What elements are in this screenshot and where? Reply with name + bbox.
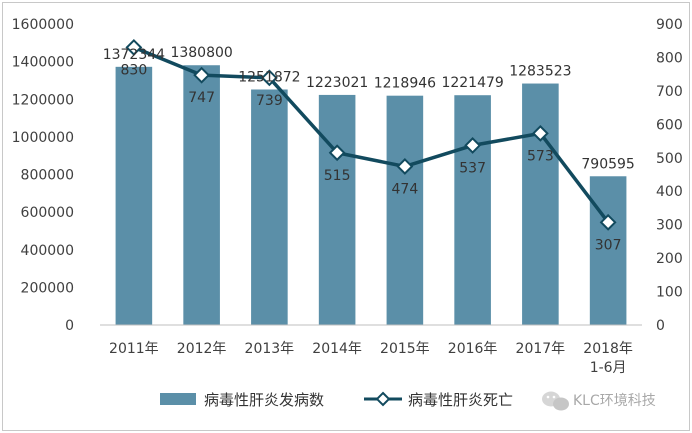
bar <box>522 83 559 326</box>
watermark: KLC环境科技 <box>542 391 656 411</box>
line-data-label: 573 <box>527 148 554 164</box>
left-tick-label: 1400000 <box>12 55 74 71</box>
right-tick-label: 300 <box>656 218 683 234</box>
right-tick-label: 900 <box>656 17 683 33</box>
watermark-text: KLC环境科技 <box>573 393 656 409</box>
bar-data-label: 1283523 <box>509 64 571 80</box>
bar-data-label: 1223021 <box>306 75 368 91</box>
line-series <box>125 38 617 231</box>
bar <box>454 95 491 326</box>
bar-data-label: 790595 <box>581 156 634 172</box>
right-axis-ticks: 0 100 200 300 400 500 600 700 800 900 <box>656 17 683 334</box>
legend-marker-diamond <box>375 391 391 407</box>
bar-data-label: 1221479 <box>441 75 503 91</box>
x-tick-label: 2012年 <box>177 341 227 357</box>
line-data-labels: 830 747 739 515 474 537 573 307 <box>121 62 622 253</box>
left-tick-label: 0 <box>65 318 74 334</box>
bar <box>589 176 627 325</box>
line-data-label: 474 <box>392 181 419 197</box>
bar-data-label: 1372344 <box>103 47 165 63</box>
bar-data-labels: 1372344 1380800 1251872 1223021 1218946 12214… <box>103 45 635 172</box>
line-point <box>193 66 211 84</box>
bar <box>183 65 220 325</box>
bar <box>318 94 356 325</box>
x-tick-label: 2016年 <box>448 341 498 357</box>
line-point <box>599 213 617 231</box>
left-tick-label: 1600000 <box>12 17 74 33</box>
bar <box>115 66 153 325</box>
right-tick-label: 500 <box>656 151 683 167</box>
right-tick-label: 600 <box>656 117 683 133</box>
left-tick-label: 1200000 <box>12 92 74 108</box>
line-point <box>328 144 346 162</box>
line-data-label: 515 <box>324 168 351 184</box>
legend-label-line: 病毒性肝炎死亡 <box>408 391 513 409</box>
death-line <box>133 45 610 224</box>
line-point <box>396 158 414 175</box>
right-tick-label: 400 <box>656 184 683 200</box>
x-tick-label: 2015年 <box>380 341 430 357</box>
left-tick-label: 1000000 <box>12 130 74 146</box>
legend-label-bar: 病毒性肝炎发病数 <box>204 391 324 409</box>
x-tick-label: 2011年 <box>109 341 159 357</box>
line-data-label: 739 <box>256 93 283 109</box>
left-tick-label: 400000 <box>21 243 74 259</box>
right-tick-label: 0 <box>656 318 665 334</box>
x-tick-label: 2017年 <box>516 341 566 357</box>
bar <box>386 95 424 325</box>
x-tick-label: 2013年 <box>245 341 295 357</box>
line-data-label: 537 <box>459 160 486 176</box>
wechat-icon <box>542 391 569 411</box>
line-point <box>464 136 482 154</box>
bar-data-label: 1218946 <box>374 76 436 92</box>
line-point <box>260 69 278 87</box>
x-tick-label: 2014年 <box>312 341 362 357</box>
bar-data-label: 1380800 <box>170 45 232 61</box>
legend: 病毒性肝炎发病数 病毒性肝炎死亡 <box>160 391 513 409</box>
left-tick-label: 200000 <box>21 280 74 296</box>
right-tick-label: 800 <box>656 50 683 66</box>
legend-swatch-bar <box>160 393 196 405</box>
left-tick-label: 600000 <box>21 205 74 221</box>
bar <box>251 89 288 325</box>
line-data-label: 830 <box>121 62 148 78</box>
line-point <box>531 124 549 142</box>
line-point <box>125 38 143 56</box>
bar-data-label: 1251872 <box>238 69 300 85</box>
line-data-label: 747 <box>188 90 215 106</box>
left-axis-ticks: 0 200000 400000 600000 800000 1000000 1200000 1… <box>12 17 74 334</box>
bar-series <box>115 65 627 326</box>
line-data-label: 307 <box>595 237 622 253</box>
right-tick-label: 700 <box>656 84 683 100</box>
right-tick-label: 100 <box>656 285 683 301</box>
right-tick-label: 200 <box>656 251 683 267</box>
x-tick-label: 2018年 1-6月 <box>583 341 633 376</box>
x-axis-ticks: 2011年 2012年 2013年 2014年 2015年 2016年 2017年 2018年… <box>109 341 633 376</box>
left-tick-label: 800000 <box>21 168 74 184</box>
